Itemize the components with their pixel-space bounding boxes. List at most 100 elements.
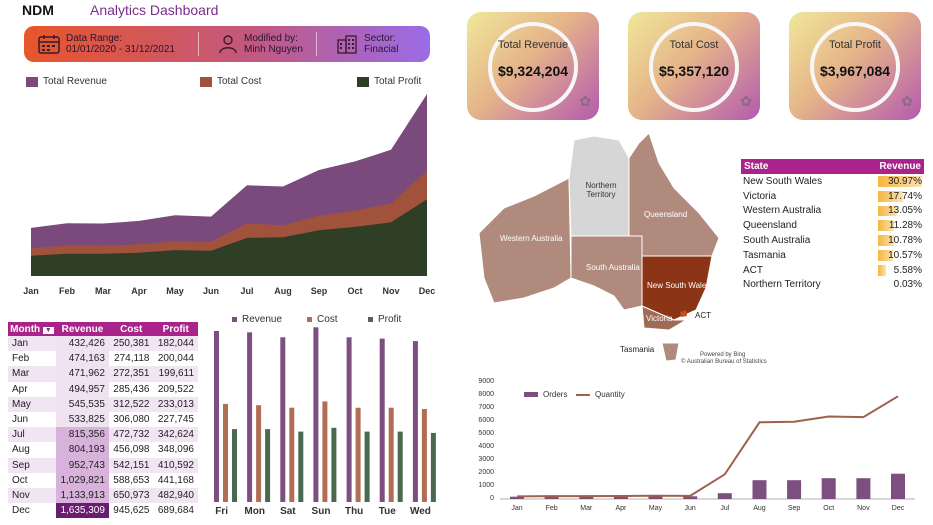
filter-dropdown-icon[interactable]: ▼ — [42, 326, 54, 334]
bar-orders-aug — [752, 480, 767, 499]
x-tick-label: Nov — [382, 286, 400, 296]
column-header-revenue: Revenue — [56, 322, 109, 336]
legend-cost: Cost — [307, 314, 338, 325]
legend-swatch — [576, 393, 590, 396]
data-range-label: Data Range: — [66, 33, 123, 44]
x-tick-label: Sun — [311, 506, 331, 517]
legend-total-cost: Total Cost — [200, 76, 261, 87]
table-row: Western Australia 13.05% — [741, 204, 924, 219]
cell-month: Mar — [8, 366, 56, 382]
map-credit-abs: © Australian Bureau of Statistics — [681, 359, 767, 365]
cell-revenue-share: 17.74% — [876, 189, 924, 204]
bar-cost-tue — [388, 407, 394, 502]
user-icon — [219, 35, 237, 54]
cell-value: 10.57% — [888, 249, 922, 261]
cell-profit: 342,624 — [153, 427, 198, 443]
x-tick-label: May — [166, 286, 184, 296]
cell-value: 10.78% — [888, 235, 922, 247]
x-tick-label: Feb — [545, 505, 558, 512]
map-credit-bing: Powered by Bing — [700, 352, 746, 358]
cell-cost: 272,351 — [108, 366, 154, 382]
cell-value: 5.58% — [893, 264, 922, 276]
table-header-row: State Revenue — [741, 159, 924, 174]
cell-revenue: 533,825 — [56, 411, 109, 428]
x-tick-label: Oct — [823, 505, 835, 512]
y-tick-label: 8000 — [478, 391, 494, 398]
cell-month: Oct — [8, 472, 56, 488]
orders-x-axis: Jan Feb Mar Apr May Jun Jul Aug Sep Oct Nov Dec — [500, 505, 915, 517]
decoration-icon: ✿ — [579, 93, 591, 109]
cell-cost: 456,098 — [108, 442, 154, 458]
x-tick-label: Oct — [347, 286, 363, 296]
bar-orders-feb — [544, 496, 559, 499]
legend-label: Total Profit — [374, 76, 422, 87]
table-row: Oct 1,029,821 588,653 441,168 — [8, 472, 198, 488]
bar-revenue-mon — [247, 332, 253, 502]
cell-profit: 199,611 — [153, 366, 198, 382]
kpi-ring — [649, 22, 739, 112]
bar-profit-fri — [232, 429, 237, 502]
cell-profit: 233,013 — [153, 396, 198, 412]
cell-state: Victoria — [743, 190, 777, 202]
cell-state: New South Wales — [743, 175, 823, 187]
map-label-sa: South Australia — [586, 263, 640, 272]
page-title: Analytics Dashboard — [90, 2, 219, 18]
legend-label: Cost — [317, 314, 338, 325]
legend-label: Total Cost — [217, 76, 262, 87]
column-header-month[interactable]: Month ▼ — [8, 322, 56, 336]
x-tick-label: Jan — [511, 505, 523, 512]
cell-state: Northern Territory — [743, 279, 821, 291]
legend-swatch — [357, 76, 369, 87]
cell-value: 17.74% — [888, 190, 922, 202]
cell-state: Queensland — [743, 220, 797, 232]
bar-profit-wed — [430, 432, 436, 502]
kpi-value: $9,324,204 — [497, 63, 569, 79]
x-tick-label: Jun — [202, 286, 219, 296]
x-tick-label: Nov — [857, 505, 870, 512]
brand-logo-text: NDM — [22, 2, 54, 18]
cell-cost: 274,118 — [108, 351, 154, 367]
bar-cost-mon — [256, 405, 262, 502]
month-table: Month ▼ Revenue Cost Profit Jan 432,426 25… — [8, 322, 198, 519]
legend-label: Quantity — [595, 390, 625, 399]
legend-label: Total Revenue — [43, 76, 107, 87]
bar-cost-sat — [289, 407, 295, 502]
modified-by-label: Modified by: — [244, 33, 298, 44]
bar-orders-oct — [821, 478, 836, 499]
kpi-value: $3,967,084 — [819, 63, 891, 79]
line-quantity — [516, 395, 899, 498]
data-range-block: Data Range: 01/01/2020 - 31/12/2021 — [38, 26, 175, 62]
legend-label: Profit — [378, 314, 402, 325]
map-label-vic: Victoria — [646, 314, 673, 323]
x-tick-label: Tue — [378, 506, 396, 517]
state-revenue-table: State Revenue New South Wales 30.97% Victo… — [741, 159, 924, 292]
x-tick-label: Aug — [753, 505, 766, 512]
map-region-tas — [661, 342, 680, 362]
map-label-wa: Western Australia — [500, 234, 563, 243]
bar-orders-jan — [510, 496, 524, 499]
cell-revenue: 1,635,309 — [56, 503, 109, 519]
map-label-tas: Tasmania — [620, 345, 655, 354]
y-tick-label: 6000 — [478, 417, 494, 424]
cell-revenue: 474,163 — [56, 351, 109, 367]
legend-total-revenue: Total Revenue — [26, 76, 107, 87]
cell-revenue: 1,029,821 — [56, 472, 109, 488]
cell-cost: 306,080 — [108, 411, 154, 428]
cell-profit: 410,592 — [153, 457, 198, 473]
cell-revenue: 471,962 — [56, 366, 109, 382]
table-row: Northern Territory 0.03% — [741, 278, 924, 293]
legend-swatch — [232, 317, 237, 322]
cell-month: Dec — [8, 503, 56, 519]
cell-month: Nov — [8, 487, 56, 504]
y-tick-label: 3000 — [478, 456, 494, 463]
legend-swatch — [368, 317, 373, 322]
modified-by-value: Minh Nguyen — [244, 44, 303, 55]
sector-label: Sector: — [364, 33, 396, 44]
x-tick-label: Apr — [615, 505, 627, 512]
x-tick-label: Jul — [720, 505, 730, 512]
legend-swatch — [524, 392, 538, 397]
cell-state: Western Australia — [743, 205, 822, 217]
bar-cost-fri — [223, 403, 228, 502]
building-icon — [337, 35, 357, 54]
cell-revenue-share: 13.05% — [876, 204, 924, 219]
